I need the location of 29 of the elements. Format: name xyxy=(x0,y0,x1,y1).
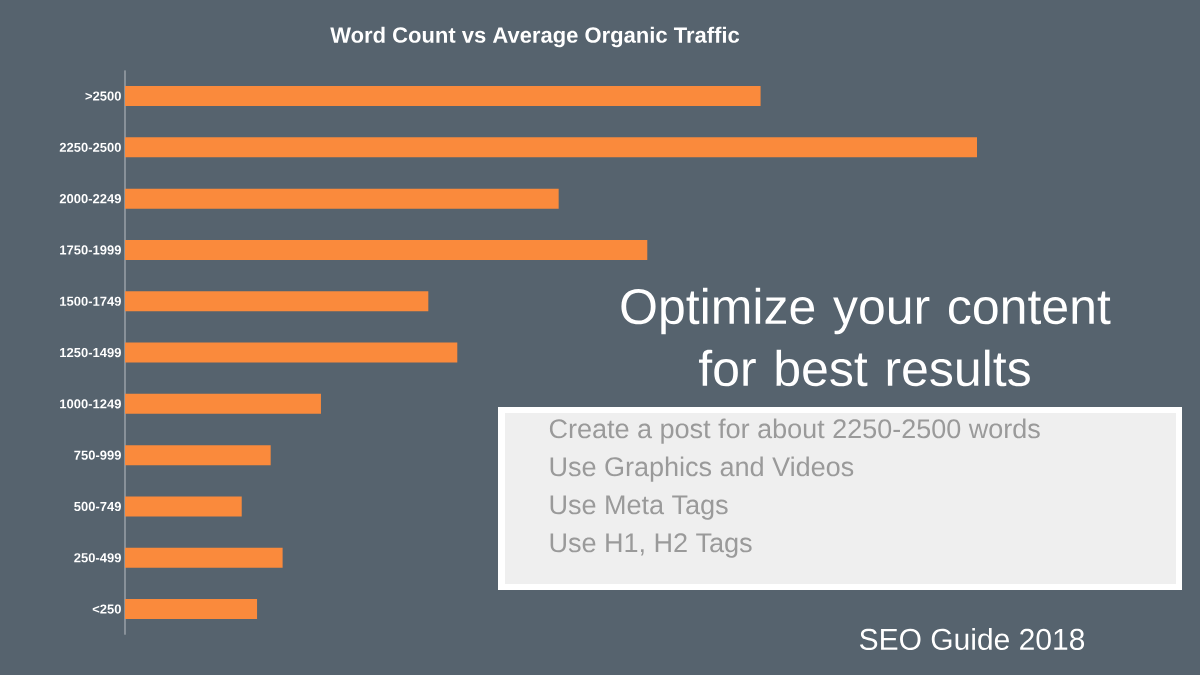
y-tick-label: 1250-1499 xyxy=(60,347,121,358)
bar xyxy=(125,137,978,158)
y-tick-label: 1500-1749 xyxy=(60,296,121,306)
bar xyxy=(125,393,321,414)
bar xyxy=(125,496,242,517)
y-tick-label: 2250-2500 xyxy=(59,142,121,152)
annotation: SEO Guide 2018 xyxy=(859,627,1085,651)
bar xyxy=(125,291,429,312)
bar xyxy=(125,86,761,107)
y-tick-label: 500-749 xyxy=(74,501,121,512)
bar xyxy=(125,599,258,620)
y-tick-label: 750-999 xyxy=(74,450,121,460)
bar xyxy=(125,547,283,568)
y-tick-label: >2500 xyxy=(85,91,121,101)
y-tick-label: 1750-1999 xyxy=(60,245,121,255)
y-tick-label: 2000-2249 xyxy=(59,194,121,204)
annotation: Create a post for about 2250-2500 words xyxy=(549,418,1040,444)
annotation: Use Graphics and Videos xyxy=(550,456,854,482)
chart-title: Word Count vs Average Organic Traffic xyxy=(330,26,740,48)
y-tick-label: 1000-1249 xyxy=(60,399,121,409)
y-tick-label: <250 xyxy=(92,604,121,614)
bar xyxy=(125,188,559,209)
annotation: Use H1, H2 Tags xyxy=(550,533,752,558)
bar xyxy=(125,445,271,466)
annotation: Optimize your content for best results xyxy=(621,287,1111,387)
annotation: Use Meta Tags xyxy=(550,495,728,520)
bar xyxy=(125,342,458,363)
y-tick-label: 250-499 xyxy=(74,553,121,563)
bar xyxy=(125,239,648,260)
